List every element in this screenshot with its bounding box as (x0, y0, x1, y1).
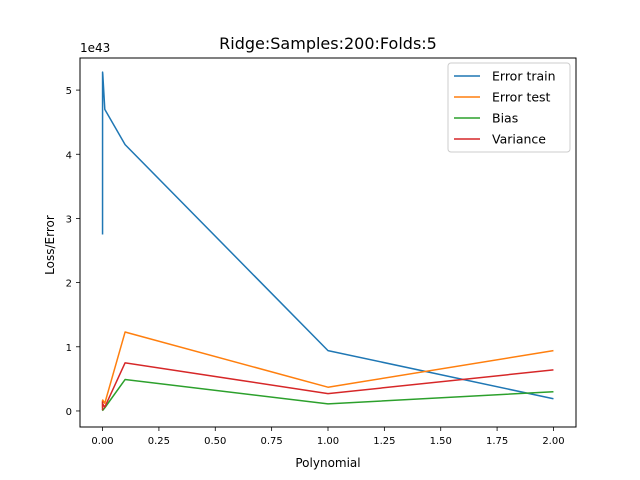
legend: Error train Error test Bias Variance (447, 62, 571, 153)
y-tick-label: 0 (66, 407, 72, 418)
legend-label: Error train (492, 69, 556, 84)
y-tick-label: 3 (66, 214, 72, 225)
x-tick-label: 0.75 (261, 436, 283, 447)
x-tick-label: 0.50 (204, 436, 226, 447)
series-lines (101, 71, 554, 412)
legend-box (447, 62, 571, 153)
x-tick-label: 1.50 (430, 436, 452, 447)
chart-title: Ridge:Samples:200:Folds:5 (219, 34, 437, 53)
x-tick-label: 1.75 (486, 436, 508, 447)
y-axis-label: Loss/Error (43, 215, 57, 275)
plot-frame (79, 57, 577, 428)
series-line-variance (101, 362, 554, 411)
series-line-error-train (101, 71, 554, 400)
y-tick-label: 5 (66, 86, 72, 97)
x-tick-label: 0.25 (148, 436, 170, 447)
legend-label: Bias (492, 111, 518, 126)
y-offset-label: 1e43 (80, 41, 110, 55)
x-tick-label: 1.00 (317, 436, 339, 447)
x-tick-label: 0.00 (91, 436, 113, 447)
legend-label: Error test (492, 90, 551, 105)
y-tick-label: 2 (66, 279, 72, 290)
axis-ticks: 0.00 0.25 0.50 0.75 1.00 1.25 1.50 1.75 2.00 0 1 2 3… (66, 86, 565, 447)
x-tick-label: 2.00 (542, 436, 564, 447)
y-tick-label: 4 (66, 150, 72, 161)
x-tick-label: 1.25 (373, 436, 395, 447)
x-axis-label: Polynomial (295, 456, 360, 470)
legend-label: Variance (492, 132, 546, 147)
y-tick-label: 1 (66, 343, 72, 354)
